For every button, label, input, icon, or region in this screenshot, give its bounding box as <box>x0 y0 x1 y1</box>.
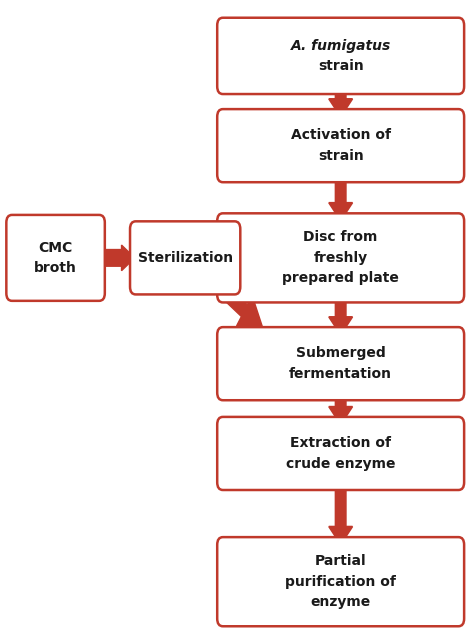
Text: A. fumigatus: A. fumigatus <box>291 39 391 53</box>
Polygon shape <box>329 87 353 117</box>
Text: Activation of: Activation of <box>291 128 391 142</box>
Text: strain: strain <box>318 59 364 73</box>
Text: broth: broth <box>34 261 77 275</box>
Text: Partial: Partial <box>315 554 366 568</box>
FancyBboxPatch shape <box>217 109 464 182</box>
Polygon shape <box>329 393 353 424</box>
Text: Extraction of: Extraction of <box>290 436 391 450</box>
Polygon shape <box>329 285 353 335</box>
Text: freshly: freshly <box>314 251 368 265</box>
Text: purification of: purification of <box>285 574 396 589</box>
FancyBboxPatch shape <box>217 417 464 490</box>
FancyBboxPatch shape <box>130 222 240 294</box>
FancyBboxPatch shape <box>217 327 464 400</box>
Polygon shape <box>329 175 353 221</box>
FancyBboxPatch shape <box>217 537 464 626</box>
Text: Submerged: Submerged <box>296 346 385 361</box>
Text: Disc from: Disc from <box>303 231 378 244</box>
Polygon shape <box>213 278 263 328</box>
Text: enzyme: enzyme <box>310 595 371 609</box>
FancyBboxPatch shape <box>217 213 464 303</box>
Text: fermentation: fermentation <box>289 367 392 381</box>
Text: prepared plate: prepared plate <box>282 271 399 285</box>
Text: CMC: CMC <box>38 241 73 254</box>
Text: crude enzyme: crude enzyme <box>286 457 395 471</box>
Text: Sterilization: Sterilization <box>137 251 233 265</box>
FancyBboxPatch shape <box>6 215 105 301</box>
FancyBboxPatch shape <box>217 18 464 94</box>
Text: strain: strain <box>318 149 364 163</box>
Polygon shape <box>100 245 135 270</box>
Polygon shape <box>329 482 353 545</box>
